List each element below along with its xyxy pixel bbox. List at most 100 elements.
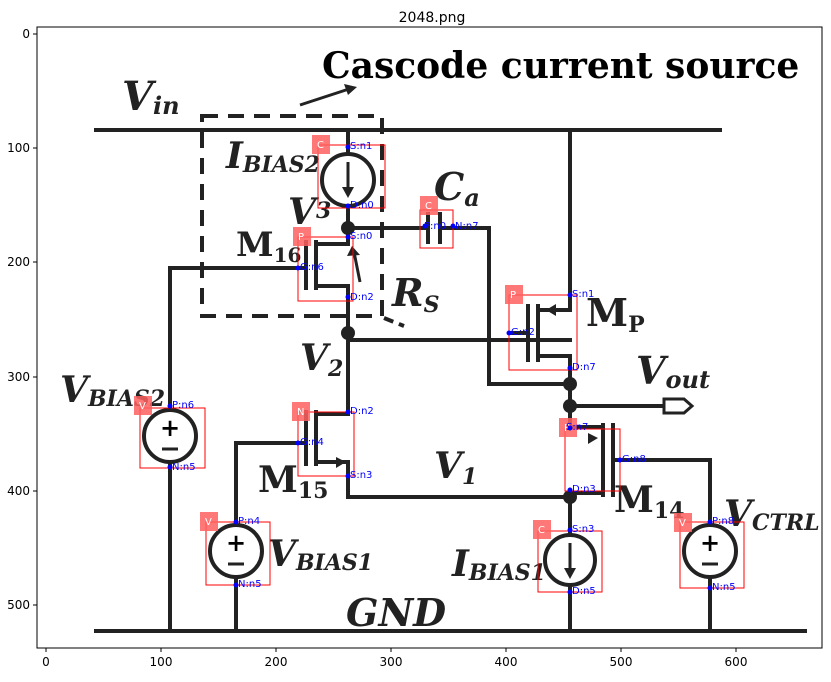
pin-dot xyxy=(167,403,173,409)
tag-box xyxy=(134,396,152,415)
label-m16: M16 xyxy=(236,225,301,267)
pin-label: G:n6 xyxy=(300,262,324,273)
ibias2-arrowhead xyxy=(342,187,354,198)
vin-arrowhead xyxy=(344,84,357,95)
tag-box xyxy=(674,513,692,532)
pin-label: S:n0 xyxy=(350,231,372,242)
node-n7 xyxy=(563,377,577,391)
tag-box xyxy=(505,285,523,304)
pin-label: G:n8 xyxy=(622,454,646,465)
label-vctrl: VCTRL xyxy=(724,493,820,536)
circuit-schematic: Cascode current source xyxy=(60,45,820,635)
pin-label: N:n5 xyxy=(238,579,262,590)
x-axis: 0 100 200 300 400 500 600 xyxy=(42,648,747,669)
pin-dot xyxy=(450,223,456,229)
pin-dot xyxy=(295,440,301,446)
pin-label: S:n1 xyxy=(572,289,594,300)
m14-arrow xyxy=(588,433,598,444)
label-gnd: GND xyxy=(346,590,446,635)
pin-label: S:n7 xyxy=(566,422,588,433)
pin-dot xyxy=(567,292,573,298)
pin-label: G:n4 xyxy=(300,437,324,448)
label-ibias2: IBIAS2 xyxy=(225,135,320,178)
plus-icon: + xyxy=(160,413,180,442)
pin-dot xyxy=(167,464,173,470)
tag-label: V xyxy=(139,401,146,412)
label-mp: MP xyxy=(586,290,645,338)
x-tick-label: 200 xyxy=(265,655,288,669)
x-tick-label: 0 xyxy=(42,655,50,669)
tag-label: C xyxy=(538,525,545,536)
pin-label: D:n0 xyxy=(350,200,374,211)
pin-label: P:n4 xyxy=(238,516,260,527)
pin-label: G:n2 xyxy=(511,327,535,338)
rs-dash xyxy=(383,316,405,328)
pin-dot xyxy=(345,144,351,150)
tag-label: V xyxy=(679,518,686,529)
tag-label: P xyxy=(564,423,570,434)
plus-icon: + xyxy=(700,528,720,557)
x-tick-label: 400 xyxy=(495,655,518,669)
pin-dot xyxy=(567,487,573,493)
vin-arrow xyxy=(299,86,353,107)
vout-terminal xyxy=(662,397,695,415)
label-vbias1: VBIAS1 xyxy=(268,533,373,576)
tag-label: C xyxy=(425,201,432,212)
label-v2: V2 xyxy=(300,337,343,382)
pin-label: D:n3 xyxy=(572,484,596,495)
pin-label: P:n0 xyxy=(424,221,446,232)
pin-dot xyxy=(345,234,351,240)
pin-dot xyxy=(617,457,623,463)
pin-label: N:n5 xyxy=(712,582,736,593)
pin-dot xyxy=(233,519,239,525)
tag-box xyxy=(200,512,218,531)
y-tick-label: 0 xyxy=(22,27,30,41)
tag-box xyxy=(533,520,551,539)
tag-box xyxy=(293,227,311,246)
tag-label: P xyxy=(510,290,516,301)
pin-label: D:n2 xyxy=(350,406,374,417)
y-tick-label: 300 xyxy=(7,370,30,384)
pin-dot xyxy=(567,365,573,371)
label-ibias1: IBIAS1 xyxy=(451,543,546,586)
pin-dot xyxy=(567,589,573,595)
label-vin: Vin xyxy=(122,73,180,120)
label-v1: V1 xyxy=(434,445,477,490)
y-tick-label: 400 xyxy=(7,484,30,498)
label-ca: Ca xyxy=(434,164,480,212)
tag-label: C xyxy=(317,140,324,151)
pin-label: N:n5 xyxy=(172,462,196,473)
tag-box xyxy=(312,135,330,154)
pin-label: N:n7 xyxy=(455,221,479,232)
ibias1-arrowhead xyxy=(564,568,576,579)
annotation-overlay: C C P P V N P V C V xyxy=(134,135,745,597)
pin-label: P:n8 xyxy=(712,516,734,527)
label-rs: RS xyxy=(391,270,439,318)
tag-box xyxy=(420,196,438,215)
figure-title: 2048.png xyxy=(399,10,466,26)
pin-dot xyxy=(707,585,713,591)
label-vout: Vout xyxy=(636,348,710,394)
pin-label: D:n5 xyxy=(572,586,596,597)
pin-dot xyxy=(345,203,351,209)
y-tick-label: 500 xyxy=(7,598,30,612)
bbox-ibias2 xyxy=(317,144,386,209)
bbox-vbias2 xyxy=(139,407,206,469)
pin-dot xyxy=(233,582,239,588)
plus-icon: + xyxy=(226,528,246,557)
y-tick-label: 100 xyxy=(7,141,30,155)
y-tick-label: 200 xyxy=(7,255,30,269)
pin-label: S:n3 xyxy=(572,524,594,535)
pin-dot xyxy=(567,425,573,431)
label-m15: M15 xyxy=(258,459,328,504)
label-v3: V3 xyxy=(288,191,331,233)
tag-label: V xyxy=(205,517,212,528)
tag-box xyxy=(292,402,310,421)
pin-label: D:n7 xyxy=(572,362,596,373)
pin-dot xyxy=(707,519,713,525)
mp-arrow xyxy=(546,304,556,316)
node-n3 xyxy=(563,490,577,504)
x-tick-label: 300 xyxy=(380,655,403,669)
x-tick-label: 600 xyxy=(725,655,748,669)
pin-label: S:n1 xyxy=(350,141,372,152)
